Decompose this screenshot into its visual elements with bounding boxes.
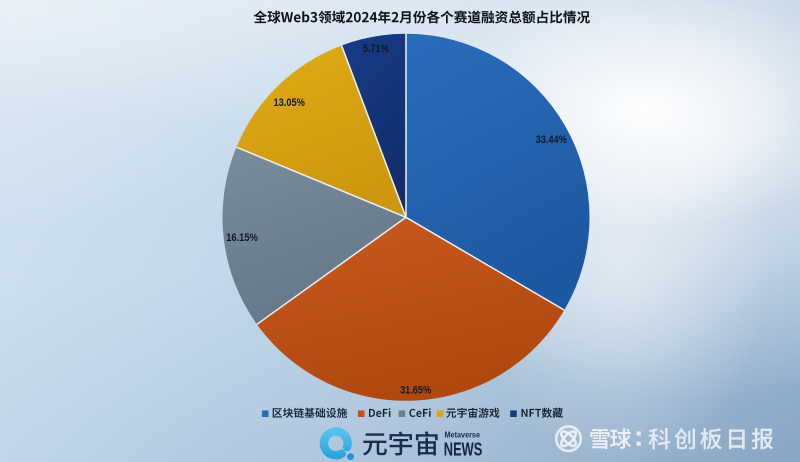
svg-text:13.05%: 13.05%	[273, 97, 305, 109]
svg-text:31.65%: 31.65%	[400, 384, 431, 396]
svg-text:Metaverse: Metaverse	[445, 430, 481, 439]
svg-text:NEWS: NEWS	[444, 440, 483, 460]
svg-text:5.71%: 5.71%	[363, 43, 389, 55]
svg-text:16.15%: 16.15%	[226, 232, 258, 244]
svg-text:33.44%: 33.44%	[536, 134, 567, 146]
